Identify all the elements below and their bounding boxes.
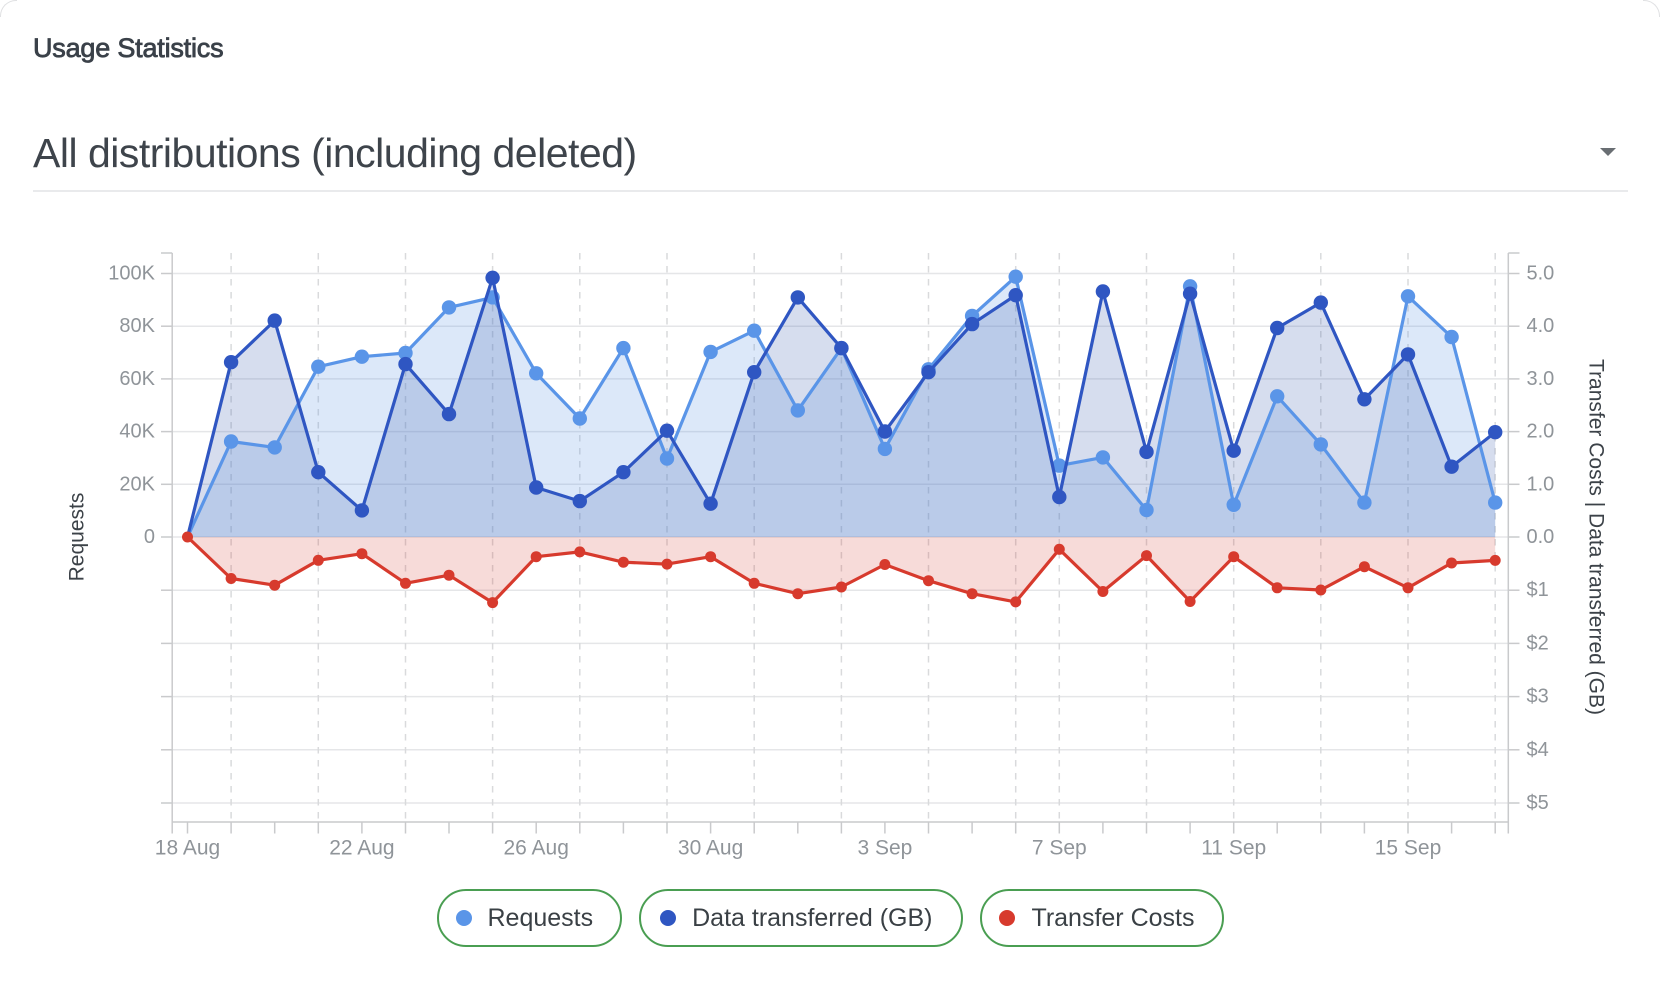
svg-text:80K: 80K [119, 315, 155, 337]
svg-text:$3: $3 [1527, 686, 1549, 708]
svg-text:18 Aug: 18 Aug [155, 837, 220, 860]
svg-text:60K: 60K [119, 368, 155, 390]
svg-text:5.0: 5.0 [1527, 263, 1555, 285]
svg-text:0.0: 0.0 [1527, 526, 1555, 548]
svg-text:$1: $1 [1527, 579, 1549, 601]
svg-text:Requests: Requests [66, 493, 89, 582]
svg-text:Transfer Costs | Data transfer: Transfer Costs | Data transferred (GB) [1585, 359, 1608, 715]
svg-text:40K: 40K [119, 421, 155, 443]
svg-text:30 Aug: 30 Aug [678, 837, 743, 860]
svg-text:3 Sep: 3 Sep [857, 837, 912, 860]
svg-text:2.0: 2.0 [1527, 421, 1555, 443]
svg-text:1.0: 1.0 [1527, 473, 1555, 495]
svg-text:$4: $4 [1527, 739, 1549, 761]
svg-text:$2: $2 [1527, 632, 1549, 654]
svg-text:15 Sep: 15 Sep [1375, 837, 1442, 860]
svg-text:20K: 20K [119, 473, 155, 495]
svg-text:7 Sep: 7 Sep [1032, 837, 1087, 860]
svg-text:22 Aug: 22 Aug [329, 837, 394, 860]
svg-text:$5: $5 [1527, 792, 1549, 814]
svg-text:3.0: 3.0 [1527, 368, 1555, 390]
svg-text:0: 0 [144, 526, 155, 548]
svg-text:26 Aug: 26 Aug [503, 837, 568, 860]
svg-text:100K: 100K [108, 263, 155, 285]
svg-text:11 Sep: 11 Sep [1201, 837, 1266, 860]
svg-text:4.0: 4.0 [1527, 315, 1555, 337]
